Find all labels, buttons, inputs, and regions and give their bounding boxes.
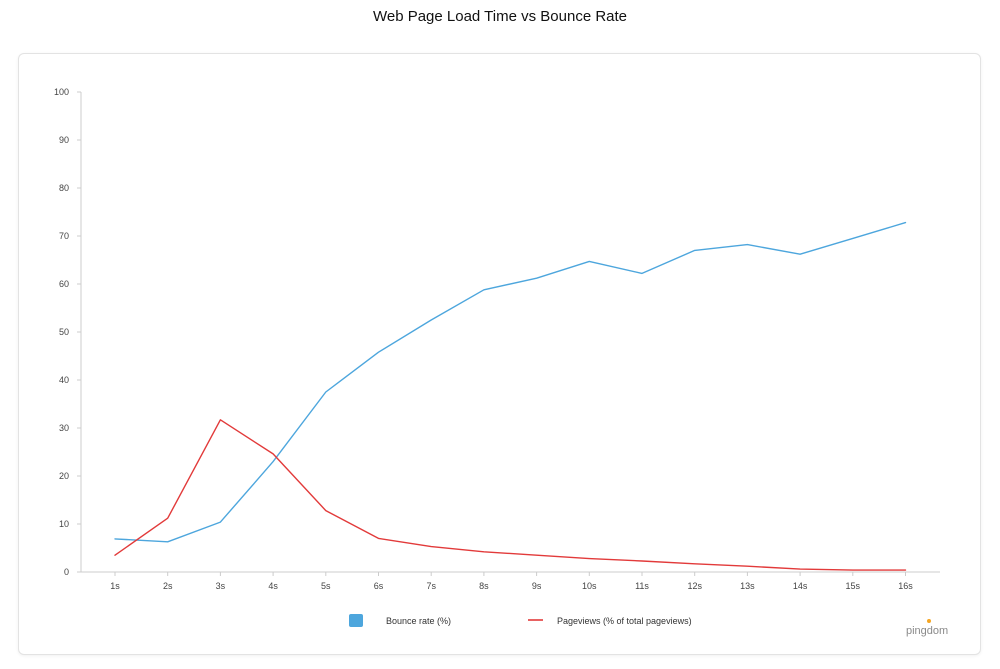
data-point-pageviews bbox=[378, 538, 380, 540]
data-point-bounce-rate bbox=[694, 250, 696, 252]
x-tick-label: 2s bbox=[163, 581, 173, 591]
data-point-bounce-rate bbox=[114, 538, 116, 540]
data-point-bounce-rate bbox=[220, 521, 222, 523]
data-point-bounce-rate bbox=[272, 461, 274, 463]
data-point-bounce-rate bbox=[799, 253, 801, 255]
x-tick-label: 5s bbox=[321, 581, 331, 591]
data-point-pageviews bbox=[272, 453, 274, 455]
x-tick-label: 15s bbox=[846, 581, 861, 591]
data-point-bounce-rate bbox=[905, 222, 907, 224]
x-tick-label: 7s bbox=[426, 581, 436, 591]
y-tick-label: 80 bbox=[59, 183, 69, 193]
data-point-pageviews bbox=[852, 569, 854, 571]
pingdom-logo-dot bbox=[927, 619, 931, 623]
data-point-pageviews bbox=[536, 554, 538, 556]
data-point-pageviews bbox=[430, 546, 432, 548]
data-point-pageviews bbox=[114, 554, 116, 556]
x-axis-ticks: 1s 2s 3s 4s 5s 6s 7s 8s 9s 10s 11s 12s 13s 14s 15s 16s bbox=[110, 572, 913, 591]
y-tick-label: 20 bbox=[59, 471, 69, 481]
data-point-bounce-rate bbox=[167, 541, 169, 543]
x-tick-label: 10s bbox=[582, 581, 597, 591]
data-point-bounce-rate bbox=[589, 261, 591, 263]
legend: Bounce rate (%) Pageviews (% of total pa… bbox=[349, 614, 692, 627]
data-point-pageviews bbox=[589, 558, 591, 560]
data-point-pageviews bbox=[167, 517, 169, 519]
data-point-bounce-rate bbox=[483, 289, 485, 291]
data-point-bounce-rate bbox=[378, 351, 380, 353]
y-tick-label: 100 bbox=[54, 87, 69, 97]
y-tick-label: 70 bbox=[59, 231, 69, 241]
legend-label-pageviews: Pageviews (% of total pageviews) bbox=[557, 616, 692, 626]
y-axis-ticks: 0 10 20 30 40 50 60 70 80 90 100 bbox=[54, 87, 81, 577]
data-point-bounce-rate bbox=[852, 238, 854, 240]
x-tick-label: 13s bbox=[740, 581, 755, 591]
x-tick-label: 16s bbox=[898, 581, 913, 591]
chart-title: Web Page Load Time vs Bounce Rate bbox=[372, 8, 628, 25]
data-point-pageviews bbox=[483, 551, 485, 553]
data-point-bounce-rate bbox=[641, 273, 643, 275]
x-tick-label: 4s bbox=[268, 581, 278, 591]
data-point-pageviews bbox=[747, 565, 749, 567]
data-point-pageviews bbox=[905, 569, 907, 571]
y-tick-label: 0 bbox=[64, 567, 69, 577]
x-tick-label: 3s bbox=[216, 581, 226, 591]
data-point-pageviews bbox=[325, 510, 327, 512]
series-layer bbox=[114, 221, 907, 571]
x-tick-label: 1s bbox=[110, 581, 120, 591]
data-point-pageviews bbox=[641, 560, 643, 562]
y-tick-label: 50 bbox=[59, 327, 69, 337]
data-point-bounce-rate bbox=[430, 319, 432, 321]
pingdom-logo: pingdom bbox=[906, 619, 948, 637]
axes bbox=[80, 92, 940, 573]
data-point-pageviews bbox=[220, 419, 222, 421]
y-tick-label: 60 bbox=[59, 279, 69, 289]
x-tick-label: 6s bbox=[374, 581, 384, 591]
chart-card bbox=[18, 53, 981, 655]
y-tick-label: 30 bbox=[59, 423, 69, 433]
data-point-bounce-rate bbox=[536, 277, 538, 279]
series-line-bounce-rate bbox=[114, 221, 907, 543]
y-tick-label: 40 bbox=[59, 375, 69, 385]
y-tick-label: 90 bbox=[59, 135, 69, 145]
data-point-bounce-rate bbox=[747, 244, 749, 246]
x-tick-label: 11s bbox=[635, 581, 649, 591]
data-point-bounce-rate bbox=[325, 391, 327, 393]
legend-label-bounce-rate: Bounce rate (%) bbox=[386, 616, 451, 626]
pingdom-logo-text: pingdom bbox=[906, 625, 948, 637]
x-tick-label: 8s bbox=[479, 581, 489, 591]
x-tick-label: 14s bbox=[793, 581, 808, 591]
data-point-pageviews bbox=[694, 563, 696, 565]
x-tick-label: 9s bbox=[532, 581, 542, 591]
series-line-pageviews bbox=[114, 419, 907, 571]
data-point-pageviews bbox=[799, 568, 801, 570]
x-tick-label: 12s bbox=[687, 581, 702, 591]
y-tick-label: 10 bbox=[59, 519, 69, 529]
legend-marker-bounce-rate bbox=[349, 614, 363, 627]
